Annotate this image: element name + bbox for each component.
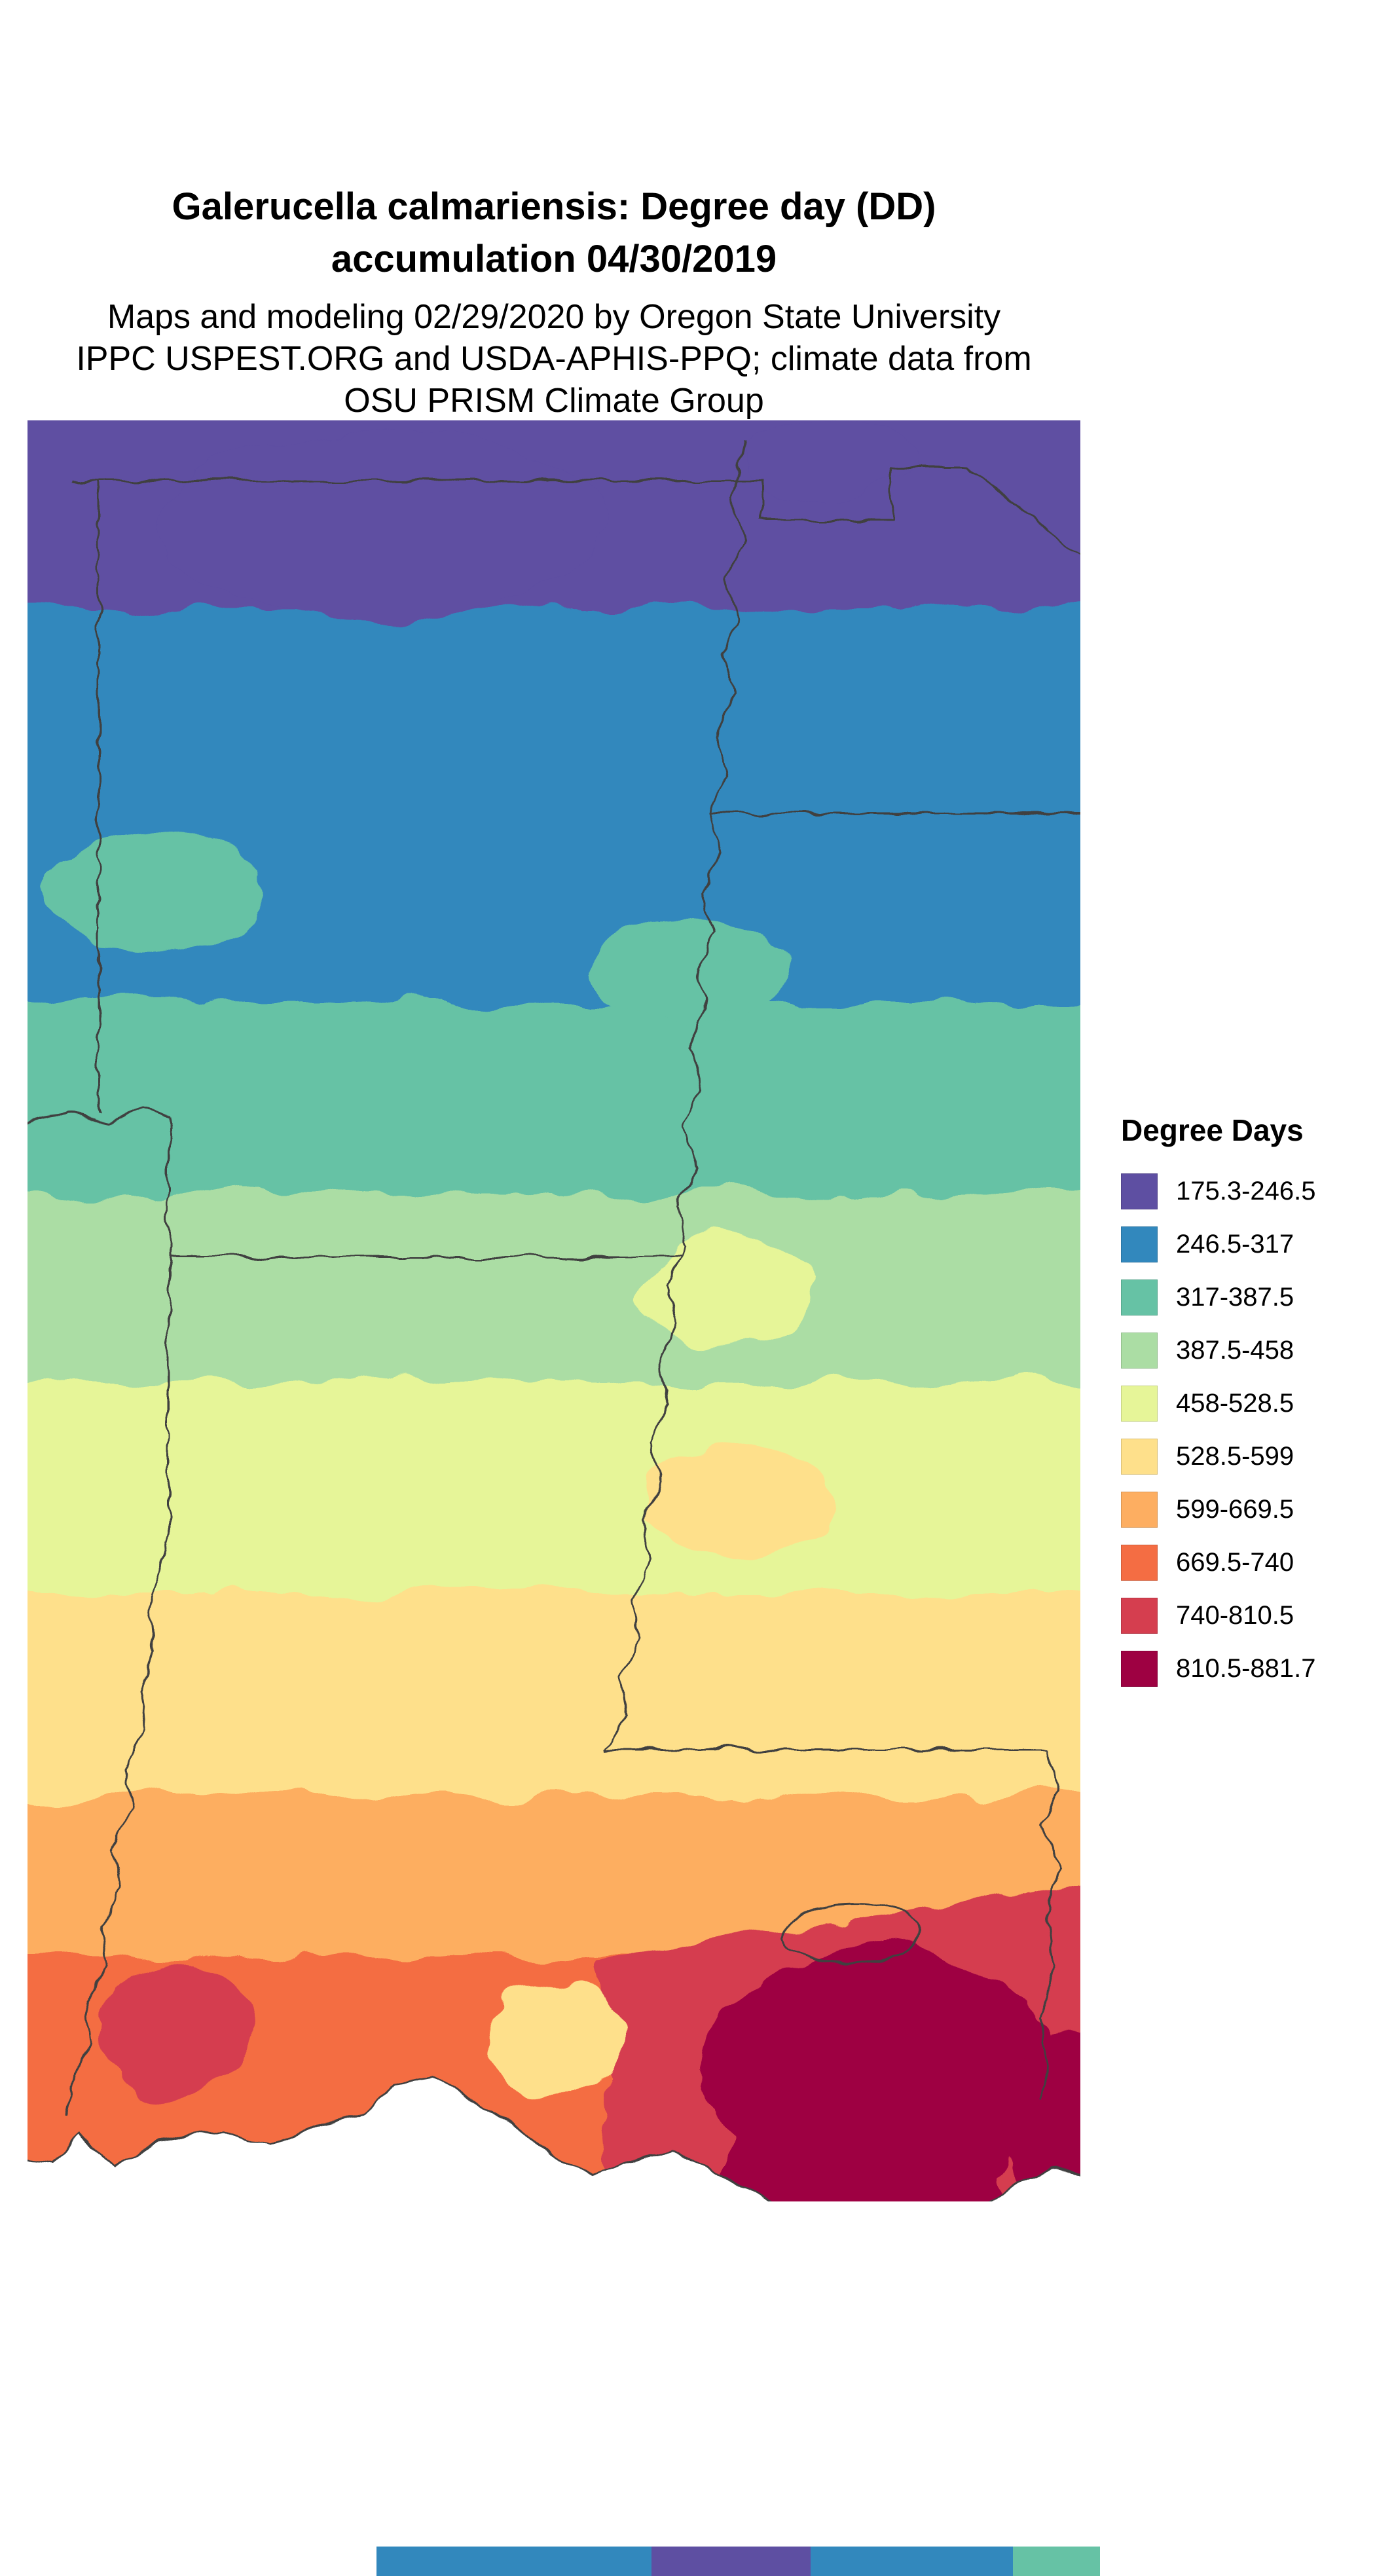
teal-blob-west: [41, 833, 263, 951]
subtitle-line-3: OSU PRISM Climate Group: [344, 382, 764, 420]
band-458-528: [28, 1383, 1080, 1592]
map-header: Galerucella calmariensis: Degree day (DD…: [28, 181, 1080, 422]
band-387-458: [28, 1193, 1080, 1383]
mississippi-river-line: [602, 439, 748, 1750]
legend-swatch: [1121, 1279, 1158, 1316]
legend-label: 175.3-246.5: [1176, 1177, 1316, 1205]
legend-swatch: [1121, 1333, 1158, 1369]
legend-swatch: [1121, 1651, 1158, 1687]
legend-row: 246.5-317: [1121, 1226, 1370, 1262]
legend-swatch: [1121, 1386, 1158, 1422]
red-river-border: [28, 1108, 169, 1124]
map-svg: [28, 420, 1080, 2201]
legend-row: 740-810.5: [1121, 1598, 1370, 1634]
darkred-delta-south: [722, 2123, 997, 2201]
legend-swatch: [1121, 1545, 1158, 1581]
yellow-blob-river: [643, 1445, 839, 1556]
legend-label: 599-669.5: [1176, 1495, 1294, 1524]
title-line-2: accumulation 04/30/2019: [331, 238, 777, 280]
red-blob-southwest: [100, 1959, 250, 2097]
page-title: Galerucella calmariensis: Degree day (DD…: [28, 181, 1080, 285]
sabine-river-border: [65, 1257, 170, 2114]
gulf-of-mexico: [28, 2077, 1080, 2201]
legend-label: 317-387.5: [1176, 1283, 1294, 1312]
band-528-599: [28, 1592, 1080, 1795]
legend-swatch: [1121, 1173, 1158, 1209]
legend-row: 175.3-246.5: [1121, 1173, 1370, 1209]
lake-pontchartrain-outline: [779, 1902, 921, 1966]
degree-day-map: [28, 420, 1080, 2201]
map-legend: Degree Days 175.3-246.5 246.5-317 317-38…: [1121, 1113, 1370, 1704]
band-317-387: [28, 1003, 1080, 1193]
legend-row: 669.5-740: [1121, 1545, 1370, 1581]
legend-label: 458-528.5: [1176, 1389, 1294, 1418]
dd-bands: [28, 420, 1080, 2201]
yellowgreen-blob-river: [630, 1236, 813, 1347]
legend-label: 669.5-740: [1176, 1548, 1294, 1577]
legend-row: 317-387.5: [1121, 1279, 1370, 1316]
louisiana-mississippi-border: [604, 1748, 1061, 2101]
strip-segment: [810, 2547, 1014, 2576]
legend-row: 599-669.5: [1121, 1492, 1370, 1528]
darkred-blob-east-edge: [1003, 2038, 1080, 2201]
legend-label: 528.5-599: [1176, 1442, 1294, 1471]
strip-segment: [1013, 2547, 1100, 2576]
legend-row: 387.5-458: [1121, 1333, 1370, 1369]
legend-swatch: [1121, 1598, 1158, 1634]
strip-segment: [651, 2547, 811, 2576]
legend-title: Degree Days: [1121, 1113, 1304, 1147]
subtitle-line-2: IPPC USPEST.ORG and USDA-APHIS-PPQ; clim…: [76, 340, 1032, 378]
legend-swatch: [1121, 1492, 1158, 1528]
state-border-north: [73, 466, 1080, 558]
legend-swatch: [1121, 1226, 1158, 1262]
title-line-1: Galerucella calmariensis: Degree day (DD…: [172, 185, 936, 228]
teal-blob-river: [591, 918, 787, 1023]
legend-label: 740-810.5: [1176, 1601, 1294, 1630]
legend-swatch: [1121, 1439, 1158, 1475]
purple-blob-north: [158, 433, 604, 617]
strip-segment: [376, 2547, 651, 2576]
legend-row: 458-528.5: [1121, 1386, 1370, 1422]
legend-rows: 175.3-246.5 246.5-317 317-387.5 387.5-45…: [1121, 1173, 1370, 1687]
coastline: [28, 2076, 1080, 2201]
yellow-blob-coast: [488, 1982, 625, 2093]
legend-label: 246.5-317: [1176, 1230, 1294, 1259]
legend-row: 810.5-881.7: [1121, 1651, 1370, 1687]
legend-row: 528.5-599: [1121, 1439, 1370, 1475]
page-subtitle: Maps and modeling 02/29/2020 by Oregon S…: [28, 296, 1080, 422]
subtitle-line-1: Maps and modeling 02/29/2020 by Oregon S…: [107, 298, 1001, 336]
next-map-top-edge: [376, 2547, 1100, 2576]
purple-blob-northeast: [748, 420, 918, 499]
geo-lines: [28, 439, 1080, 2201]
legend-label: 387.5-458: [1176, 1336, 1294, 1365]
legend-label: 810.5-881.7: [1176, 1654, 1316, 1683]
